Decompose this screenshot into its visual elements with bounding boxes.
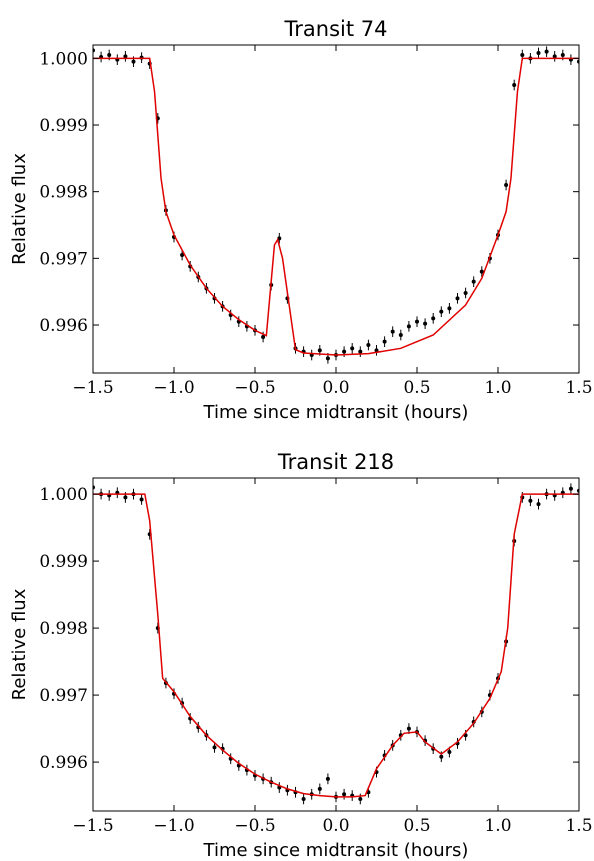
data-point: [455, 296, 460, 301]
y-tick-label: 0.997: [39, 686, 88, 706]
data-point: [317, 786, 322, 791]
data-point: [536, 502, 541, 507]
y-tick-label: 0.998: [39, 183, 88, 203]
x-tick-label: 1.5: [565, 816, 592, 836]
x-tick-label: 1.5: [565, 378, 592, 398]
x-tick-label: −0.5: [234, 378, 275, 398]
x-tick-label: −1.5: [72, 816, 113, 836]
x-tick-label: −0.5: [234, 816, 275, 836]
data-point: [447, 306, 452, 311]
data-point: [358, 349, 363, 354]
x-tick-label: 0.5: [403, 816, 430, 836]
data-point: [123, 495, 128, 500]
data-point: [520, 53, 525, 57]
data-point: [398, 333, 403, 337]
data-point: [107, 53, 112, 57]
x-tick-label: 0.5: [403, 378, 430, 398]
data-point: [568, 486, 573, 491]
chart-title: Transit 218: [277, 450, 394, 474]
data-point: [131, 59, 136, 64]
x-tick-label: 1.0: [484, 816, 511, 836]
data-point: [342, 349, 347, 354]
model-line: [93, 57, 579, 356]
data-point: [406, 324, 411, 329]
data-point: [212, 745, 217, 750]
x-tick-label: −1.0: [153, 816, 194, 836]
data-point: [317, 348, 322, 353]
data-point: [123, 54, 128, 59]
x-tick-label: −1.5: [72, 378, 113, 398]
x-axis-label: Time since midtransit (hours): [203, 840, 469, 861]
data-point: [528, 498, 533, 503]
data-point: [512, 83, 517, 87]
data-point: [390, 329, 395, 334]
data-point: [325, 776, 330, 781]
data-point: [415, 319, 419, 324]
y-tick-label: 0.996: [39, 316, 88, 336]
data-point: [439, 309, 444, 314]
x-tick-label: 0.0: [322, 816, 349, 836]
data-point: [552, 54, 557, 59]
y-tick-label: 0.999: [39, 116, 88, 136]
data-point: [139, 497, 144, 502]
subplot: Transit 74 Time since midtransit (hours) R…: [9, 17, 593, 423]
y-tick-label: 0.998: [39, 619, 88, 639]
data-point: [504, 183, 509, 187]
data-point: [471, 279, 476, 284]
data-point: [374, 348, 379, 353]
data-point: [544, 49, 549, 54]
x-tick-label: 0.0: [322, 378, 349, 398]
data-point: [261, 335, 266, 339]
plot-area: [93, 45, 579, 364]
data-point: [423, 321, 428, 326]
y-tick-label: 1.000: [39, 485, 88, 505]
y-tick-label: 0.997: [39, 249, 88, 269]
x-axis-label: Time since midtransit (hours): [203, 402, 469, 423]
data-point: [180, 253, 185, 257]
y-tick-label: 1.000: [39, 49, 88, 69]
x-tick-label: −1.0: [153, 378, 194, 398]
y-axis-label: Relative flux: [9, 588, 30, 700]
y-tick-label: 0.999: [39, 552, 88, 572]
data-point: [382, 339, 387, 344]
data-point: [301, 796, 306, 801]
data-point: [350, 346, 355, 351]
x-tick-label: 1.0: [484, 378, 511, 398]
data-point: [366, 343, 371, 347]
data-point: [325, 356, 330, 361]
data-point: [447, 750, 452, 755]
subplot: Transit 218 Time since midtransit (hours)…: [9, 450, 593, 861]
y-axis-label: Relative flux: [9, 153, 30, 265]
plot-area: [93, 482, 579, 805]
y-tick-label: 0.996: [39, 753, 88, 773]
data-point: [431, 316, 436, 321]
data-point: [406, 726, 411, 731]
data-point: [358, 796, 363, 801]
data-point: [342, 792, 347, 797]
data-point: [463, 291, 468, 295]
model-line: [93, 493, 579, 798]
chart-title: Transit 74: [284, 17, 388, 41]
data-point: [479, 269, 484, 274]
data-point: [560, 53, 565, 57]
data-point: [536, 51, 541, 55]
data-point: [439, 754, 444, 759]
